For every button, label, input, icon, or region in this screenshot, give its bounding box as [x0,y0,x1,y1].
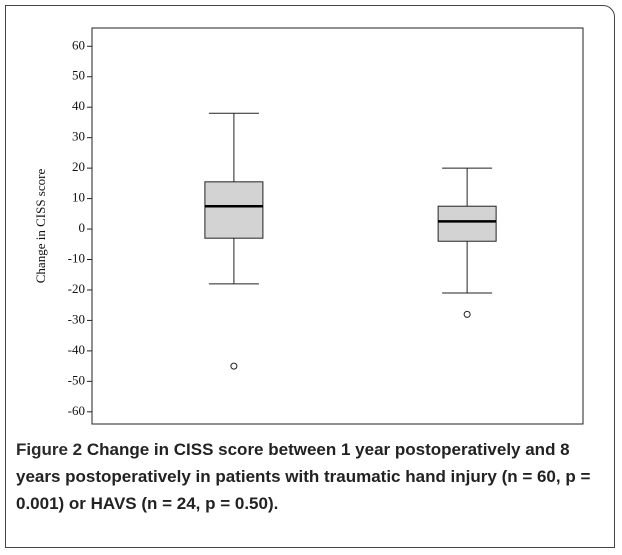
y-tick-label: -10 [68,250,85,265]
y-tick-label: -50 [68,372,85,387]
y-axis-label: Change in CISS score [33,169,48,284]
y-tick-label: 10 [72,190,85,205]
caption-label: Figure 2 [16,440,83,459]
plot-area [91,27,584,425]
chart: Change in CISS score 60 50 40 30 20 10 0 -10 -20… [33,27,584,432]
y-tick-label: -30 [68,311,85,326]
y-tick-label: 60 [72,37,85,52]
box [437,205,497,242]
x-tick-label: Traumatic hand injury (n=60) [157,430,312,432]
figure-frame [5,5,615,548]
y-tick-label: -60 [68,403,85,418]
y-tick-label: 0 [79,220,86,235]
x-tick-label: HAVS (n=24) [431,430,503,432]
outlier [463,310,471,318]
y-tick-label: 20 [72,159,85,174]
outlier [230,362,238,370]
y-tick-label: -20 [68,281,85,296]
box [204,181,264,239]
y-tick-label: -40 [68,342,85,357]
y-tick-label: 40 [72,98,85,113]
caption: Figure 2 Change in CISS score between 1 … [16,436,612,517]
caption-text: Change in CISS score between 1 year post… [16,440,591,513]
y-tick-label: 50 [72,68,85,83]
y-tick-label: 30 [72,129,85,144]
